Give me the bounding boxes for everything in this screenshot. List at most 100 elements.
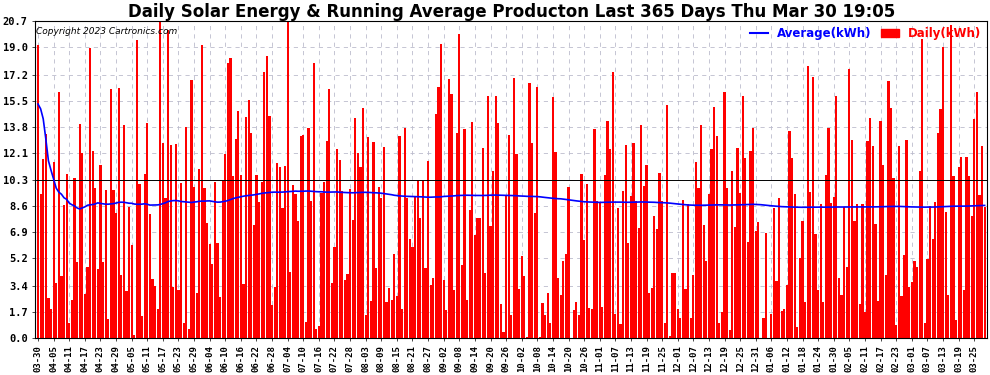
Bar: [112, 190, 115, 338]
Bar: [211, 264, 214, 338]
Bar: [625, 146, 627, 338]
Bar: [807, 66, 809, 338]
Bar: [161, 143, 164, 338]
Bar: [419, 218, 422, 338]
Bar: [650, 288, 652, 338]
Bar: [850, 140, 853, 338]
Bar: [622, 191, 625, 338]
Bar: [729, 330, 731, 338]
Bar: [962, 290, 965, 338]
Bar: [716, 136, 718, 338]
Bar: [551, 97, 554, 338]
Bar: [676, 309, 679, 338]
Bar: [542, 303, 544, 338]
Bar: [182, 323, 185, 338]
Bar: [732, 171, 734, 338]
Bar: [391, 300, 393, 338]
Bar: [331, 283, 333, 338]
Bar: [209, 244, 211, 338]
Bar: [559, 295, 562, 338]
Bar: [105, 190, 107, 338]
Bar: [422, 181, 424, 338]
Bar: [614, 314, 617, 338]
Bar: [481, 148, 484, 338]
Bar: [167, 30, 169, 338]
Bar: [828, 128, 830, 338]
Bar: [620, 324, 622, 338]
Bar: [596, 201, 598, 338]
Bar: [300, 136, 302, 338]
Bar: [84, 294, 86, 338]
Bar: [380, 198, 382, 338]
Bar: [770, 314, 772, 338]
Bar: [937, 133, 939, 338]
Bar: [572, 310, 575, 338]
Bar: [529, 83, 531, 338]
Bar: [172, 287, 174, 338]
Bar: [65, 174, 67, 338]
Bar: [591, 309, 593, 338]
Bar: [99, 165, 102, 338]
Bar: [126, 291, 128, 338]
Bar: [505, 195, 507, 338]
Bar: [674, 273, 676, 338]
Bar: [906, 140, 908, 338]
Bar: [786, 285, 788, 338]
Bar: [294, 194, 297, 338]
Bar: [607, 121, 609, 338]
Bar: [393, 254, 395, 338]
Bar: [159, 21, 161, 338]
Bar: [500, 304, 502, 338]
Bar: [310, 201, 312, 338]
Bar: [703, 225, 705, 338]
Bar: [952, 176, 954, 338]
Bar: [914, 261, 916, 338]
Bar: [305, 322, 307, 338]
Bar: [804, 302, 806, 338]
Bar: [388, 288, 390, 338]
Bar: [778, 198, 780, 338]
Bar: [86, 267, 88, 338]
Bar: [617, 208, 619, 338]
Bar: [447, 79, 450, 338]
Bar: [524, 276, 526, 338]
Bar: [156, 309, 158, 338]
Bar: [235, 139, 237, 338]
Bar: [965, 157, 967, 338]
Bar: [446, 310, 447, 338]
Bar: [55, 282, 57, 338]
Bar: [474, 236, 476, 338]
Bar: [94, 188, 96, 338]
Bar: [773, 208, 775, 338]
Bar: [663, 323, 666, 338]
Bar: [286, 21, 289, 338]
Bar: [401, 309, 403, 338]
Bar: [289, 272, 291, 338]
Bar: [70, 300, 73, 338]
Bar: [762, 318, 764, 338]
Bar: [845, 267, 847, 338]
Bar: [463, 129, 465, 338]
Bar: [252, 225, 255, 338]
Bar: [351, 220, 353, 338]
Bar: [147, 123, 148, 338]
Bar: [724, 92, 726, 338]
Bar: [653, 216, 655, 338]
Bar: [893, 178, 895, 338]
Bar: [81, 153, 83, 338]
Bar: [882, 165, 884, 338]
Bar: [794, 194, 796, 338]
Bar: [638, 228, 640, 338]
Bar: [537, 87, 539, 338]
Bar: [887, 81, 889, 338]
Bar: [364, 315, 366, 338]
Bar: [719, 323, 721, 338]
Bar: [911, 282, 913, 338]
Bar: [734, 227, 737, 338]
Bar: [398, 136, 401, 338]
Bar: [690, 318, 692, 338]
Bar: [487, 96, 489, 338]
Bar: [263, 72, 265, 338]
Bar: [823, 302, 825, 338]
Bar: [250, 133, 252, 338]
